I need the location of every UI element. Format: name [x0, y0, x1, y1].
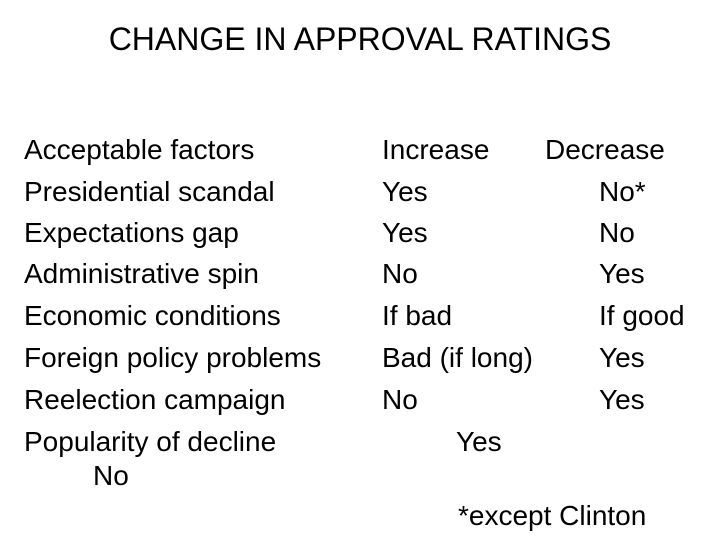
table-row: Expectations gap Yes No [0, 219, 720, 253]
row-decrease-value: If good [599, 300, 685, 331]
table-row: Economic conditions If bad If good [0, 302, 720, 336]
row-decrease-value: Yes [599, 384, 645, 415]
row-increase-value: Bad (if long) [382, 342, 533, 373]
row-decrease-value: Yes [599, 342, 645, 373]
row-factor: Expectations gap [24, 217, 239, 248]
row-factor: Administrative spin [24, 258, 259, 289]
table-row: Presidential scandal Yes No* [0, 178, 720, 212]
row-factor: Economic conditions [24, 300, 281, 331]
row-factor: Presidential scandal [24, 176, 275, 207]
table-row: Foreign policy problems Bad (if long) Ye… [0, 344, 720, 378]
row-decrease-value: Yes [599, 258, 645, 289]
footnote-row: *except Clinton [0, 502, 720, 536]
footnote-text: *except Clinton [458, 500, 647, 531]
row-factor: Foreign policy problems [24, 342, 322, 373]
table-header-row: Acceptable factors Increase Decrease [0, 136, 720, 170]
row-factor: Reelection campaign [24, 384, 286, 415]
row-increase-value: No [382, 258, 418, 289]
row-factor: Popularity of decline [24, 426, 277, 457]
header-decrease-label: Decrease [545, 134, 665, 165]
row-decrease-value: No* [599, 176, 646, 207]
row-mid-value: Yes [456, 426, 502, 457]
table-row: Reelection campaign No Yes [0, 386, 720, 420]
row-increase-value: Yes [382, 217, 428, 248]
header-factor-label: Acceptable factors [24, 134, 255, 165]
table-row: Administrative spin No Yes [0, 260, 720, 294]
row-wrapped-value: No [93, 460, 129, 491]
row-decrease-value: No [599, 217, 635, 248]
table-row-popularity: Popularity of decline Yes [0, 428, 720, 462]
row-increase-value: Yes [382, 176, 428, 207]
row-increase-value: No [382, 384, 418, 415]
header-increase-label: Increase [382, 134, 490, 165]
row-increase-value: If bad [382, 300, 453, 331]
table-row-wrapped-value: No [0, 462, 720, 496]
slide-title: CHANGE IN APPROVAL RATINGS [108, 21, 612, 57]
